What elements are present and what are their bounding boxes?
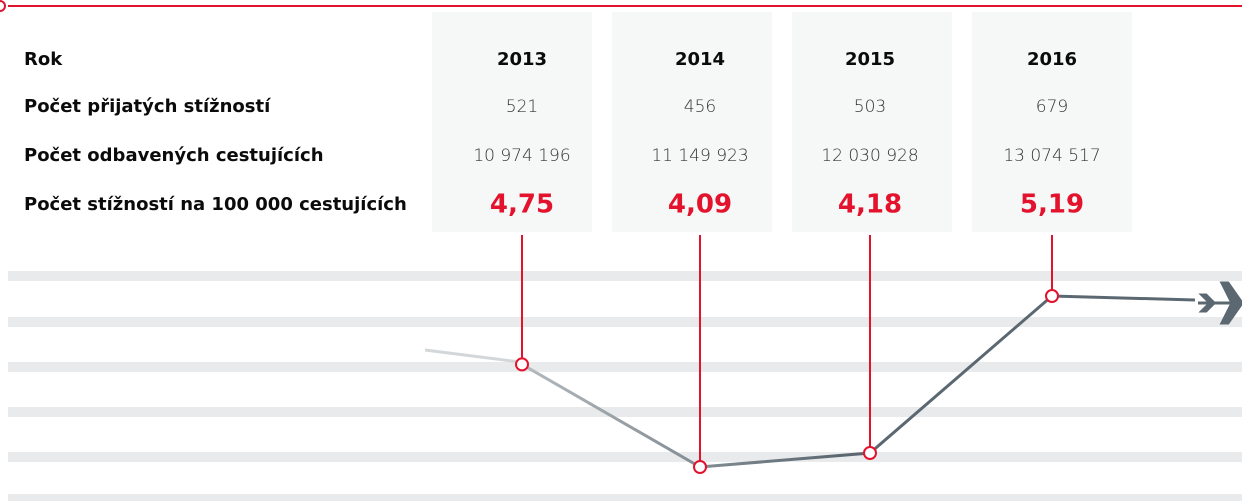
year: 2014	[675, 49, 725, 70]
value-label: 4,75	[490, 190, 554, 220]
cell: 10 974 196	[473, 146, 570, 166]
bands	[8, 271, 1242, 501]
year: 2015	[845, 49, 895, 70]
cell: 521	[506, 97, 538, 117]
row-label: Počet stížností na 100 000 cestujících	[24, 194, 407, 215]
row-label: Počet přijatých stížností	[24, 96, 271, 117]
cell: 11 149 923	[651, 146, 748, 166]
point	[693, 460, 707, 474]
cell: 503	[854, 97, 886, 117]
value-label: 5,19	[1020, 190, 1084, 220]
cell: 13 074 517	[1003, 146, 1100, 166]
header-label: Rok	[24, 49, 63, 70]
year: 2016	[1027, 49, 1077, 70]
lead-in	[424, 348, 521, 364]
plane-icon	[1198, 281, 1242, 325]
column-backgrounds	[432, 12, 1132, 232]
row-label: Počet odbavených cestujících	[24, 145, 324, 166]
year: 2013	[497, 49, 547, 70]
point	[863, 446, 877, 461]
value-label: 4,18	[838, 190, 902, 220]
cell: 456	[684, 97, 716, 117]
top-rule-dot	[0, 0, 6, 12]
cell: 679	[1036, 97, 1068, 117]
value-label: 4,09	[668, 190, 732, 220]
cell: 12 030 928	[821, 146, 918, 166]
point	[515, 357, 529, 372]
point	[1045, 289, 1059, 303]
